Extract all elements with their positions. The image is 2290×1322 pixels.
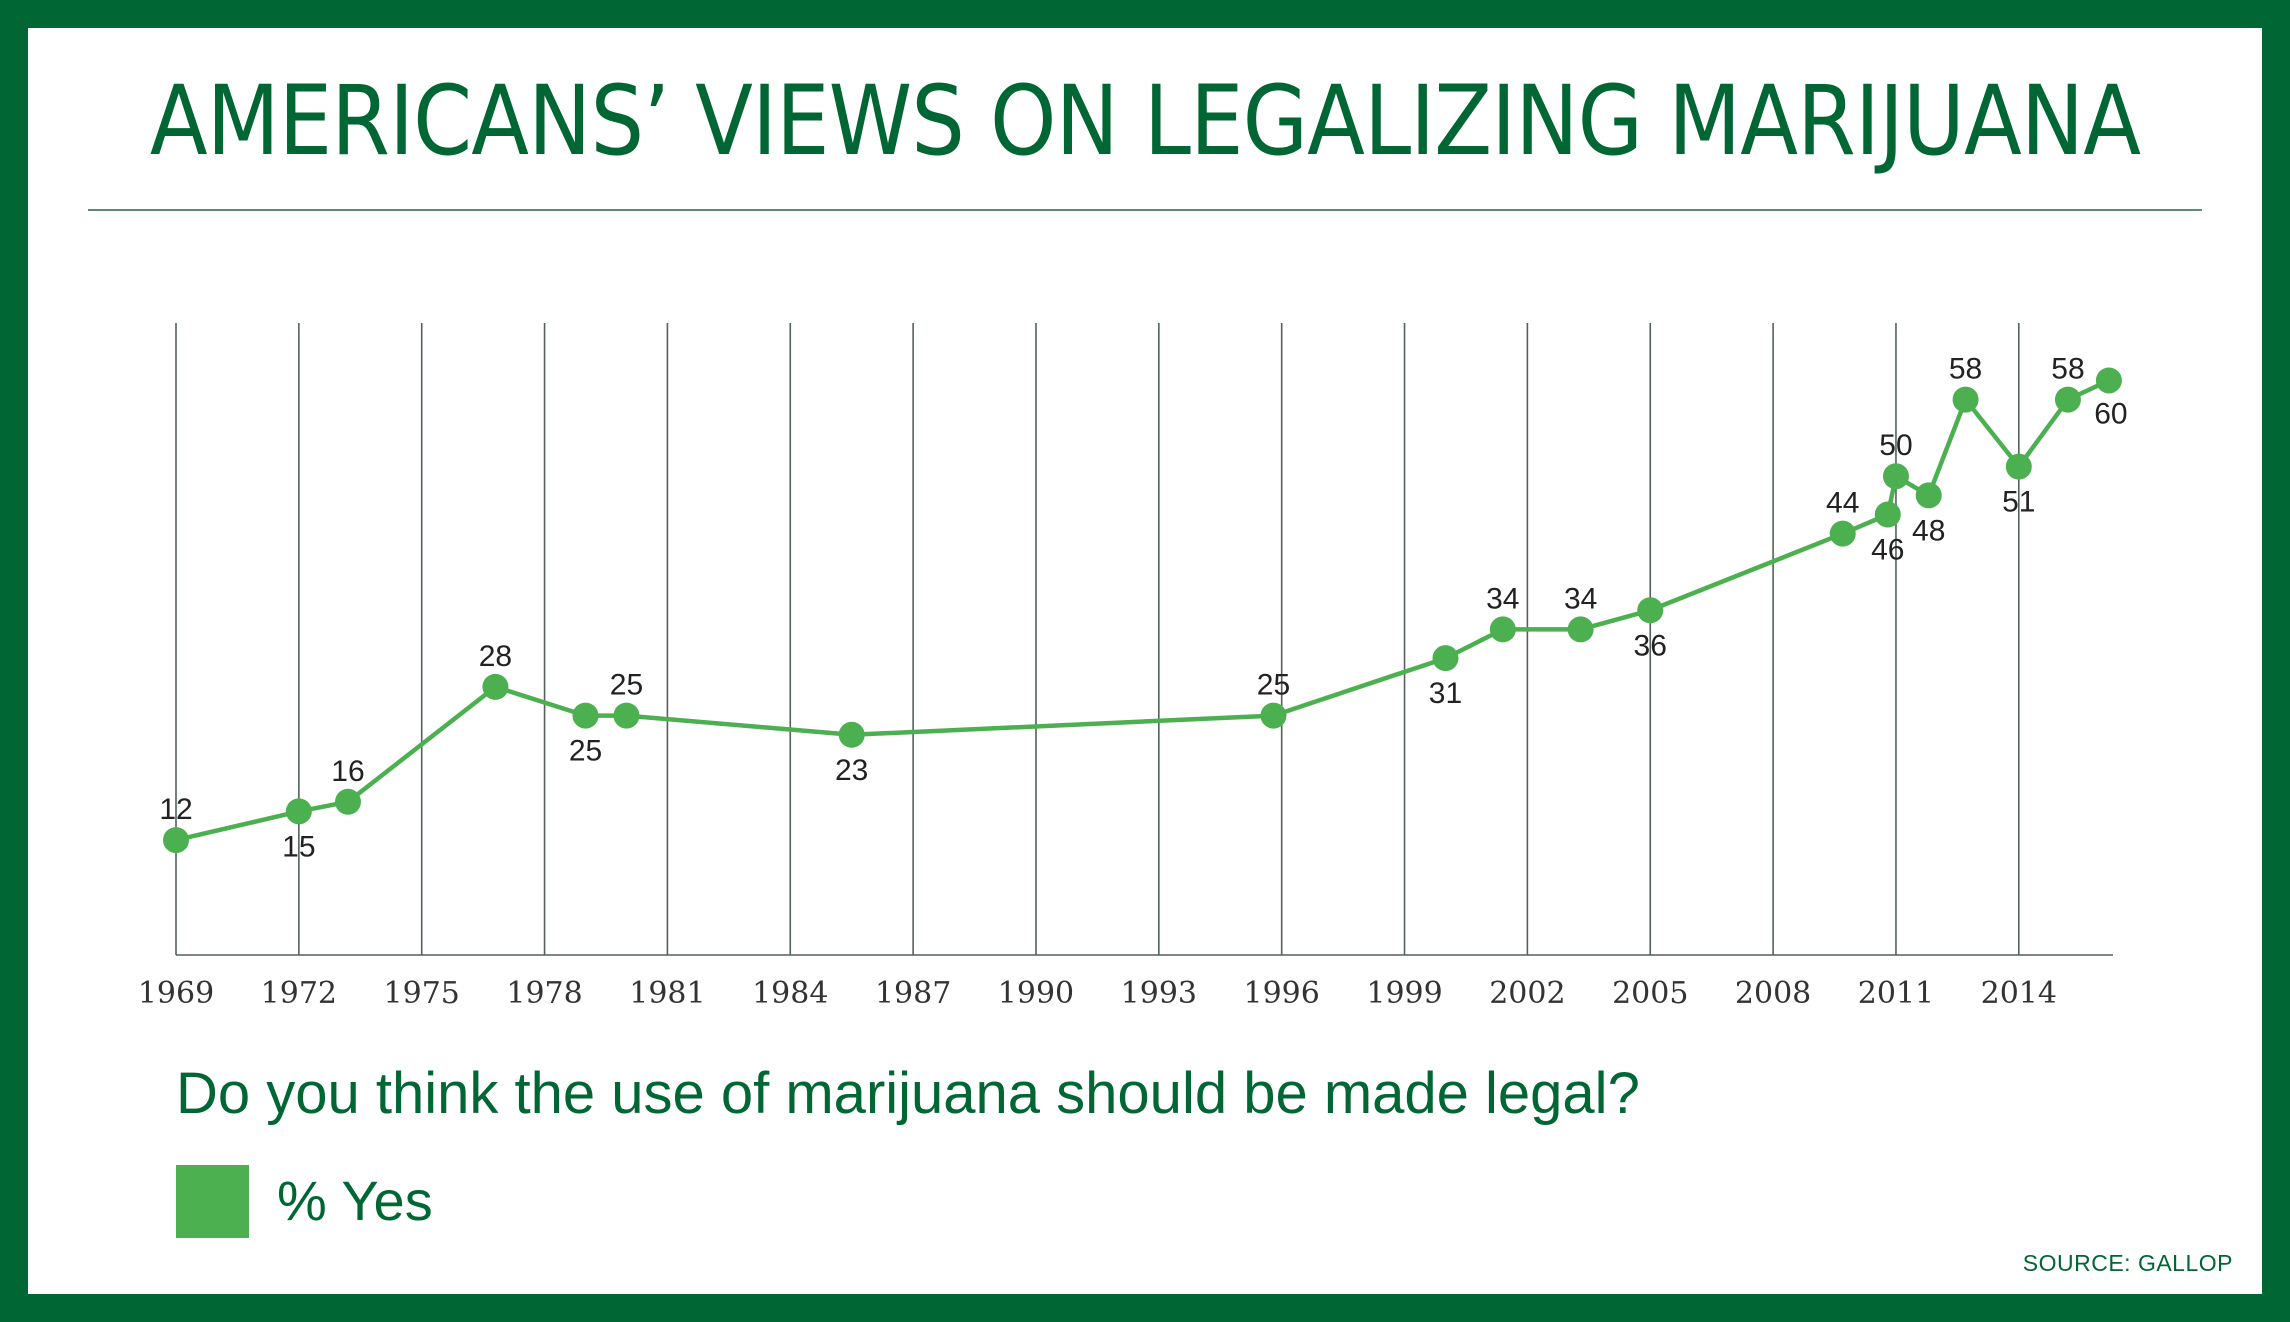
data-label-16: 58 [1949,353,1982,386]
x-tick-label-1990: 1990 [998,976,1074,1011]
data-label-5: 25 [610,669,643,702]
series-line-0 [175,378,2110,843]
x-tick-label-1972: 1972 [261,976,337,1011]
legend: % Yes [176,1164,433,1238]
data-point-13 [1874,501,1901,528]
data-point-5 [613,702,640,729]
data-point-10 [1567,616,1594,643]
x-tick-label-2008: 2008 [1735,976,1811,1011]
data-label-18: 58 [2051,353,2084,386]
data-label-0: 12 [159,793,192,826]
data-label-6: 23 [835,754,868,787]
data-point-12 [1829,520,1856,547]
data-label-14: 50 [1879,429,1912,462]
data-point-11 [1637,597,1664,624]
data-label-7: 25 [1257,669,1290,702]
data-label-11: 36 [1634,629,1667,662]
data-label-9: 34 [1486,582,1519,615]
chart-title: AMERICANS’ VIEWS ON LEGALIZING MARIJUANA [149,65,2141,177]
data-label-8: 31 [1429,677,1462,710]
x-tick-label-1975: 1975 [384,976,460,1011]
survey-question: Do you think the use of marijuana should… [176,1061,1640,1126]
data-point-7 [1260,702,1287,729]
data-point-18 [2054,386,2081,413]
data-point-14 [1882,463,1909,490]
series-line-layer [175,378,2110,843]
grid-lines [175,323,2020,955]
data-label-19: 60 [2094,397,2127,430]
data-label-13: 46 [1871,534,1904,567]
x-tick-label-1993: 1993 [1121,976,1197,1011]
legend-swatch [176,1164,249,1238]
data-point-16 [1952,386,1979,413]
data-label-3: 28 [479,640,512,673]
source-note: SOURCE: GALLOP [2022,1250,2233,1276]
x-tick-label-1981: 1981 [629,976,705,1011]
data-label-4: 25 [569,735,602,768]
data-point-9 [1489,616,1516,643]
x-tick-label-1999: 1999 [1366,976,1442,1011]
legend-label: % Yes [277,1169,433,1232]
x-tick-label-2011: 2011 [1858,976,1934,1011]
x-tick-label-1969: 1969 [138,976,214,1011]
data-point-1 [285,798,312,825]
title-divider [88,209,2202,211]
data-point-17 [2005,453,2032,480]
data-point-19 [2095,367,2122,394]
data-point-3 [482,673,509,700]
data-label-12: 44 [1826,487,1859,520]
data-label-1: 15 [282,830,315,863]
x-tick-label-2002: 2002 [1489,976,1565,1011]
x-tick-label-1978: 1978 [506,976,582,1011]
data-point-4 [572,702,599,729]
data-point-0 [163,827,189,854]
data-point-8 [1432,645,1459,672]
data-point-2 [334,788,361,815]
x-tick-label-2014: 2014 [1981,976,2057,1011]
data-label-10: 34 [1564,582,1597,615]
data-point-6 [838,721,865,748]
data-label-2: 16 [331,755,364,788]
x-tick-label-1984: 1984 [752,976,828,1011]
x-axis-tick-labels: 1969 1972 1975 1978 1981 1984 1987 1990 1993 1996… [138,976,2057,1011]
data-label-17: 51 [2002,486,2035,519]
x-tick-label-1996: 1996 [1244,976,1320,1011]
data-point-15 [1915,482,1942,509]
x-tick-label-2005: 2005 [1612,976,1688,1011]
data-points [163,367,2122,854]
x-tick-label-1987: 1987 [875,976,951,1011]
data-label-15: 48 [1912,514,1945,547]
